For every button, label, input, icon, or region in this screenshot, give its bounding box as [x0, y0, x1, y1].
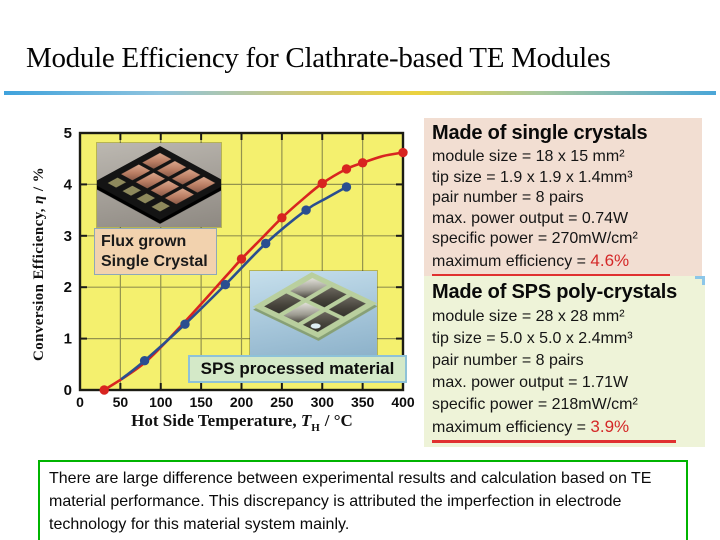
flux-crystal-label: Flux grown Single Crystal	[94, 228, 217, 276]
spec-line: specific power = 270mW/cm²	[432, 230, 638, 247]
y-tick-label: 3	[64, 228, 72, 245]
y-axis-title-text: Conversion Efficiency,	[31, 203, 47, 362]
spec-line: pair number = 8 pairs	[432, 352, 584, 369]
efficiency-label: maximum efficiency =	[432, 419, 591, 436]
spec-lines: module size = 28 x 28 mm² tip size = 5.0 …	[432, 306, 697, 416]
y-axis-unit: / %	[31, 166, 47, 196]
spec-line: module size = 28 x 28 mm²	[432, 308, 625, 325]
efficiency-value: 4.6%	[590, 250, 630, 270]
spec-line: module size = 18 x 15 mm²	[432, 148, 625, 165]
flux-module-illustration	[97, 146, 221, 220]
sps-material-label: SPS processed material	[188, 355, 407, 383]
spec-line: tip size = 1.9 x 1.9 x 1.4mm³	[432, 168, 633, 186]
spec-line: max. power output = 1.71W	[432, 374, 629, 391]
temperature-symbol: T	[300, 411, 312, 430]
y-tick-label: 0	[64, 382, 72, 399]
title-divider	[4, 91, 716, 95]
flux-label-line1: Flux grown	[101, 233, 187, 250]
corner-accent	[695, 276, 705, 285]
data-point-flux-grown-single-crystal	[317, 178, 327, 189]
x-axis-title: Hot Side Temperature, TH / °C	[80, 411, 404, 434]
x-axis-unit: / °C	[324, 411, 353, 430]
electrode-pad	[107, 177, 126, 188]
x-tick-label: 400	[391, 394, 415, 410]
x-tick-label: 100	[149, 394, 173, 410]
flux-label-line2: Single Crystal	[101, 252, 208, 270]
data-point-flux-grown-single-crystal	[398, 147, 408, 158]
efficiency-label: maximum efficiency =	[432, 252, 591, 270]
data-point-sps-processed-material	[341, 182, 352, 192]
x-tick-label: 300	[311, 394, 335, 410]
x-axis-title-text: Hot Side Temperature,	[131, 411, 301, 430]
info-box-heading: Made of SPS poly-crystals	[432, 281, 678, 303]
y-tick-label: 2	[64, 279, 72, 296]
data-point-flux-grown-single-crystal	[357, 158, 368, 168]
eta-symbol: η	[31, 195, 47, 204]
data-point-sps-processed-material	[139, 356, 150, 366]
temperature-subscript: H	[311, 422, 320, 434]
y-tick-label: 4	[64, 176, 73, 193]
info-box-heading: Made of single crystals	[432, 122, 648, 144]
data-point-sps-processed-material	[301, 205, 311, 215]
sps-module-photo	[250, 271, 377, 355]
y-tick-label: 1	[64, 331, 72, 348]
x-tick-label: 200	[230, 394, 254, 410]
y-tick-label: 5	[64, 125, 72, 142]
sps-poly-info-box: Made of SPS poly-crystals module size = …	[424, 276, 705, 447]
x-tick-label: 350	[351, 394, 375, 410]
efficiency-line: maximum efficiency = 3.9%	[432, 416, 697, 438]
x-tick-label: 150	[189, 394, 213, 410]
spec-line: tip size = 5.0 x 5.0 x 2.4mm³	[432, 330, 633, 347]
data-point-sps-processed-material	[220, 279, 231, 290]
efficiency-value: 3.9%	[590, 417, 630, 436]
page-title: Module Efficiency for Clathrate-based TE…	[26, 42, 611, 74]
red-underline	[432, 440, 676, 443]
electrode-pad	[151, 201, 170, 212]
spec-line: max. power output = 0.74W	[432, 209, 629, 227]
data-point-sps-processed-material	[180, 319, 190, 329]
flux-module-substrate	[97, 146, 221, 220]
red-underline	[432, 273, 670, 277]
flux-module-photo	[97, 143, 221, 227]
spec-lines: module size = 18 x 15 mm² tip size = 1.9 …	[432, 147, 694, 250]
data-point-sps-processed-material	[261, 238, 271, 249]
data-point-flux-grown-single-crystal	[236, 254, 247, 264]
data-point-flux-grown-single-crystal	[277, 213, 287, 223]
footer-note: There are large difference between exper…	[38, 460, 688, 540]
data-point-flux-grown-single-crystal	[341, 164, 352, 174]
x-tick-label: 250	[270, 394, 294, 410]
x-tick-label: 0	[76, 394, 84, 410]
spec-line: specific power = 218mW/cm²	[432, 396, 638, 413]
single-crystal-info-box: Made of single crystals module size = 18…	[424, 118, 702, 281]
spec-line: pair number = 8 pairs	[432, 189, 584, 206]
y-axis-title: Conversion Efficiency, η / %	[31, 138, 53, 390]
x-tick-label: 50	[113, 394, 129, 410]
electrode-pad	[136, 193, 156, 204]
data-point-flux-grown-single-crystal	[99, 385, 109, 395]
electrode-pad	[122, 185, 141, 196]
efficiency-line: maximum efficiency = 4.6%	[432, 250, 694, 272]
sps-module-illustration	[252, 272, 377, 338]
plot-border	[78, 131, 405, 392]
